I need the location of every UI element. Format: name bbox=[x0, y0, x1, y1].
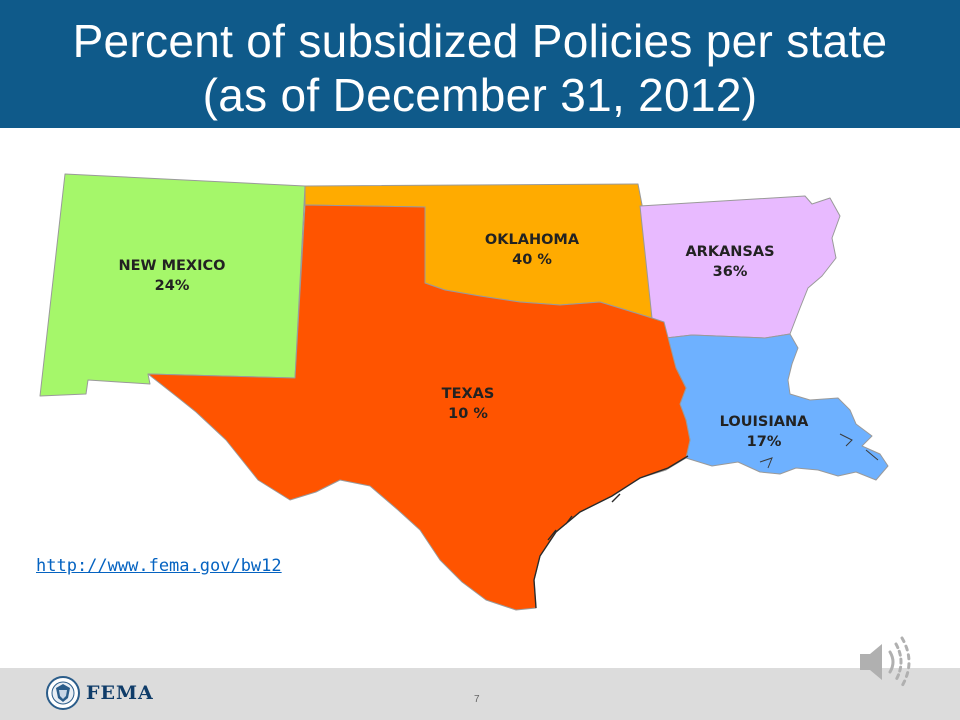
label-arkansas-value: 36% bbox=[713, 264, 748, 280]
la-coast-detail bbox=[759, 433, 879, 469]
label-arkansas-name: ARKANSAS bbox=[685, 244, 774, 260]
fema-link[interactable]: http://www.fema.gov/bw12 bbox=[36, 556, 282, 576]
state-new-mexico[interactable] bbox=[39, 173, 306, 397]
state-louisiana[interactable] bbox=[665, 333, 889, 481]
label-oklahoma-name: OKLAHOMA bbox=[485, 232, 580, 248]
title-bar: Percent of subsidized Policies per state… bbox=[0, 0, 960, 128]
state-map: NEW MEXICO 24% OKLAHOMA 40 % ARKANSAS 36… bbox=[39, 173, 889, 611]
gulf-coastline bbox=[533, 455, 689, 609]
label-oklahoma-value: 40 % bbox=[512, 252, 552, 268]
label-texas-name: TEXAS bbox=[442, 386, 495, 402]
label-new-mexico-name: NEW MEXICO bbox=[119, 258, 226, 274]
dhs-seal-icon bbox=[46, 676, 80, 710]
page-number: 7 bbox=[474, 694, 480, 705]
speaker-icon[interactable] bbox=[852, 632, 922, 692]
slide-title: Percent of subsidized Policies per state… bbox=[72, 15, 888, 121]
label-louisiana-value: 17% bbox=[747, 434, 782, 450]
label-new-mexico-value: 24% bbox=[155, 278, 190, 294]
label-louisiana-name: LOUISIANA bbox=[720, 414, 809, 430]
footer-bar bbox=[0, 668, 960, 720]
fema-logo-text: FEMA bbox=[86, 682, 154, 704]
label-texas-value: 10 % bbox=[448, 406, 488, 422]
